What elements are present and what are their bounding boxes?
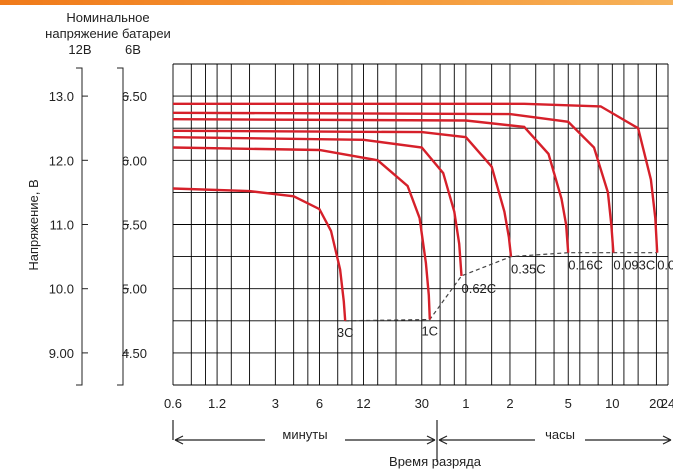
discharge-curve-3C bbox=[172, 187, 347, 321]
x-tick-label: 3 bbox=[272, 396, 279, 411]
hours-label: часы bbox=[545, 427, 575, 442]
scale-bracket-6v bbox=[117, 67, 124, 386]
y-tick-label-12v: 12.0 bbox=[49, 153, 74, 168]
y-axis-label: Напряжение, В bbox=[26, 179, 41, 270]
series-label: 0.16C bbox=[568, 258, 603, 273]
y-tick-label-6v: 6.00 bbox=[122, 153, 147, 168]
x-tick-label: 6 bbox=[316, 396, 323, 411]
x-tick-label: 12 bbox=[356, 396, 370, 411]
y-tick-label-6v: 6.50 bbox=[122, 89, 147, 104]
series-label: 3C bbox=[337, 325, 354, 340]
x-tick-label: 1.2 bbox=[208, 396, 226, 411]
discharge-curve-0.62C bbox=[172, 136, 463, 276]
axis-ticks: 0.6 1.2 3 6 12 30 1 2 5 10 20246.5013.06.0012.05.5… bbox=[49, 89, 673, 411]
cutoff-voltage-line bbox=[345, 252, 658, 322]
discharge-curve-0.05C bbox=[173, 102, 659, 253]
discharge-curve-1C bbox=[172, 146, 431, 320]
orange-header-bar bbox=[0, 0, 673, 5]
x-tick-label: 24 bbox=[661, 396, 673, 411]
discharge-curve-0.16C bbox=[172, 118, 570, 253]
scale-bracket-12v bbox=[76, 67, 83, 386]
voltage-title-line2: напряжение батареи bbox=[45, 26, 171, 41]
series-label: 0.62C bbox=[461, 281, 496, 296]
x-tick-label: 20 bbox=[649, 396, 663, 411]
minutes-label: минуты bbox=[282, 427, 327, 442]
x-tick-label: 5 bbox=[565, 396, 572, 411]
discharge-curve-0.35C bbox=[172, 129, 513, 257]
hours-label-bg bbox=[535, 428, 585, 442]
y-tick-label-6v: 4.50 bbox=[122, 346, 147, 361]
y-tick-label-12v: 13.0 bbox=[49, 89, 74, 104]
minutes-label-bg bbox=[265, 428, 345, 442]
series-label: 0.05C bbox=[657, 258, 673, 273]
series-label: 1C bbox=[421, 324, 438, 339]
x-tick-label: 10 bbox=[605, 396, 619, 411]
discharge-curve-0.093C bbox=[172, 111, 615, 253]
x-tick-label: 2 bbox=[506, 396, 513, 411]
x-axis-label: Время разряда bbox=[389, 454, 482, 469]
discharge-curves bbox=[172, 102, 659, 322]
y-tick-label-6v: 5.00 bbox=[122, 282, 147, 297]
y-tick-label-12v: 10.0 bbox=[49, 282, 74, 297]
x-tick-label: 0.6 bbox=[164, 396, 182, 411]
y-tick-label-6v: 5.50 bbox=[122, 218, 147, 233]
series-label: 0.35C bbox=[511, 262, 546, 277]
voltage-title-line1: Номинальное bbox=[66, 10, 149, 25]
series-label: 0.093C bbox=[613, 258, 655, 273]
y-tick-label-12v: 11.0 bbox=[50, 218, 74, 233]
x-tick-label: 30 bbox=[415, 396, 429, 411]
column-12v-label: 12В bbox=[68, 42, 91, 57]
column-6v-label: 6В bbox=[125, 42, 141, 57]
x-tick-label: 1 bbox=[462, 396, 469, 411]
y-tick-label-12v: 9.00 bbox=[49, 346, 74, 361]
